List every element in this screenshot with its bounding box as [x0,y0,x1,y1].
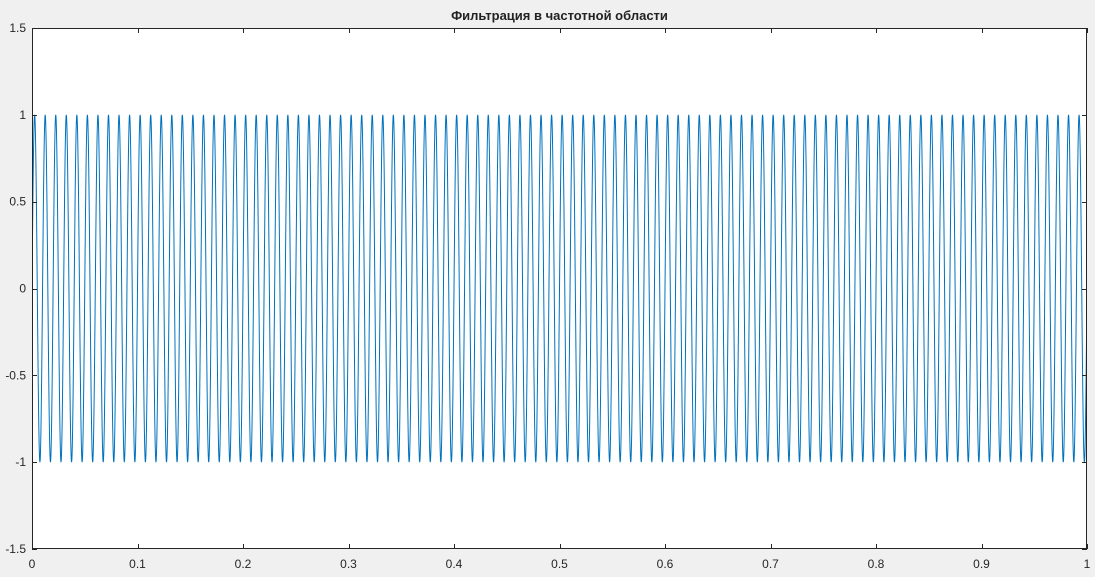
x-tick-label: 0.9 [973,557,990,571]
series-line-1 [32,114,1087,463]
x-tick-label: 0.1 [129,557,146,571]
x-tick-label: 0.5 [551,557,568,571]
y-tick-label: -1.5 [5,542,26,556]
x-tick-label: 0.7 [762,557,779,571]
y-tick-label: -1 [15,455,26,469]
axes-frame [32,28,1087,549]
y-tick-label: -0.5 [5,368,26,382]
y-tick-label: 0.5 [9,195,26,209]
x-tick-label: 0 [29,557,36,571]
y-tick-label: 0 [19,282,26,296]
x-tick-label: 0.4 [446,557,463,571]
y-tick-label: 1.5 [9,21,26,35]
chart-title: Фильтрация в частотной области [451,8,668,23]
x-tick-label: 0.2 [235,557,252,571]
x-tick-label: 0.3 [340,557,357,571]
x-tick-label: 0.8 [868,557,885,571]
x-tick-label: 0.6 [657,557,674,571]
x-tick-label: 1 [1084,557,1091,571]
y-tick-label: 1 [19,108,26,122]
